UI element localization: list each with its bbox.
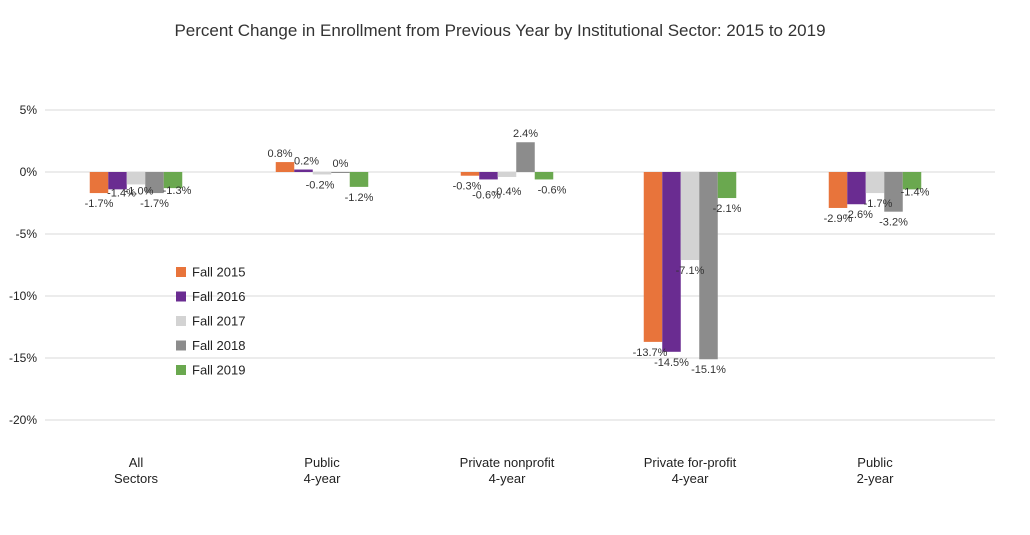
x-category-label: 4-year	[489, 471, 527, 486]
bar-2-1	[108, 172, 127, 190]
x-category-label: Private for-profit	[644, 455, 737, 470]
data-label: -7.1%	[676, 265, 705, 277]
y-tick-label: -5%	[16, 227, 38, 241]
y-tick-label: -20%	[9, 413, 37, 427]
bar-4-4	[699, 172, 718, 360]
bar-3-2	[312, 172, 332, 175]
data-label: -1.4%	[107, 187, 136, 199]
bar-4-5	[884, 172, 903, 212]
data-label: -2.9%	[824, 213, 853, 225]
y-tick-label: -10%	[9, 289, 37, 303]
bar-2-3	[479, 172, 498, 180]
data-label: -2.6%	[844, 209, 873, 221]
data-label: -2.1%	[713, 203, 742, 215]
bar-3-4	[680, 172, 700, 261]
x-category-label: 4-year	[672, 471, 710, 486]
x-category-label: All	[129, 455, 144, 470]
x-category-label: Public	[857, 455, 893, 470]
bar-1-4	[643, 172, 663, 342]
data-label: -1.7%	[140, 198, 169, 210]
data-label: -0.4%	[493, 186, 522, 198]
legend-swatch-3	[176, 316, 186, 326]
bar-4-1	[145, 172, 164, 194]
data-label: -1.2%	[345, 192, 374, 204]
data-label: 2.4%	[513, 128, 538, 140]
data-label: -1.7%	[85, 198, 114, 210]
bar-5-1	[163, 172, 183, 189]
data-label: -0.6%	[538, 184, 567, 196]
bar-5-5	[902, 172, 922, 190]
bar-1-5	[828, 172, 848, 208]
legend-label-3: Fall 2017	[192, 314, 245, 329]
y-tick-label: -15%	[9, 351, 37, 365]
bar-4-3	[516, 142, 535, 172]
bar-2-5	[847, 172, 866, 205]
x-category-label: Public	[304, 455, 340, 470]
bar-4-2	[331, 172, 350, 173]
data-label: -0.6%	[472, 189, 501, 201]
legend: Fall 2015 Fall 2016 Fall 2017 Fall 2018 Fall…	[176, 265, 245, 378]
chart-title: Percent Change in Enrollment from Previo…	[174, 21, 825, 40]
bars	[89, 142, 922, 360]
legend-label-2: Fall 2016	[192, 289, 245, 304]
legend-label-1: Fall 2015	[192, 265, 245, 280]
x-category-label: Sectors	[114, 471, 159, 486]
bar-1-2	[275, 162, 295, 172]
data-label: -1.3%	[163, 185, 192, 197]
bar-3-5	[865, 172, 885, 194]
data-label: -1.7%	[864, 198, 893, 210]
y-tick-label: 5%	[20, 103, 38, 117]
data-label: -15.1%	[691, 364, 726, 376]
legend-swatch-5	[176, 365, 186, 375]
legend-label-5: Fall 2019	[192, 363, 245, 378]
bar-3-1	[126, 172, 146, 185]
data-label: -0.3%	[453, 181, 482, 193]
x-category-label: 4-year	[304, 471, 342, 486]
data-labels: -1.7%-1.4%-1.0%-1.7%-1.3%0.8%0.2%-0.2%0%…	[85, 128, 930, 376]
x-category-label: 2-year	[857, 471, 895, 486]
y-axis: 5% 0% -5% -10% -15% -20%	[9, 103, 37, 427]
data-label: -14.5%	[654, 357, 689, 369]
data-label: -0.2%	[306, 179, 335, 191]
bar-5-4	[717, 172, 737, 199]
data-label: -3.2%	[879, 217, 908, 229]
data-label: -1.0%	[125, 185, 154, 197]
bar-5-2	[349, 172, 369, 187]
data-label: 0.2%	[294, 156, 319, 168]
legend-swatch-4	[176, 340, 186, 351]
bar-5-3	[534, 172, 554, 180]
legend-swatch-2	[176, 291, 186, 302]
bar-3-3	[497, 172, 517, 177]
data-label: 0.8%	[267, 148, 292, 160]
bar-2-2	[294, 169, 313, 172]
data-label: 0%	[333, 158, 349, 170]
y-tick-label: 0%	[20, 165, 38, 179]
data-label: -1.4%	[901, 186, 930, 198]
bar-1-3	[460, 172, 480, 176]
legend-label-4: Fall 2018	[192, 338, 245, 353]
legend-swatch-1	[176, 267, 186, 277]
bar-1-1	[89, 172, 109, 194]
gridlines	[45, 109, 995, 421]
x-category-label: Private nonprofit	[460, 455, 555, 470]
data-label: -13.7%	[633, 347, 668, 359]
bar-2-4	[662, 172, 681, 352]
